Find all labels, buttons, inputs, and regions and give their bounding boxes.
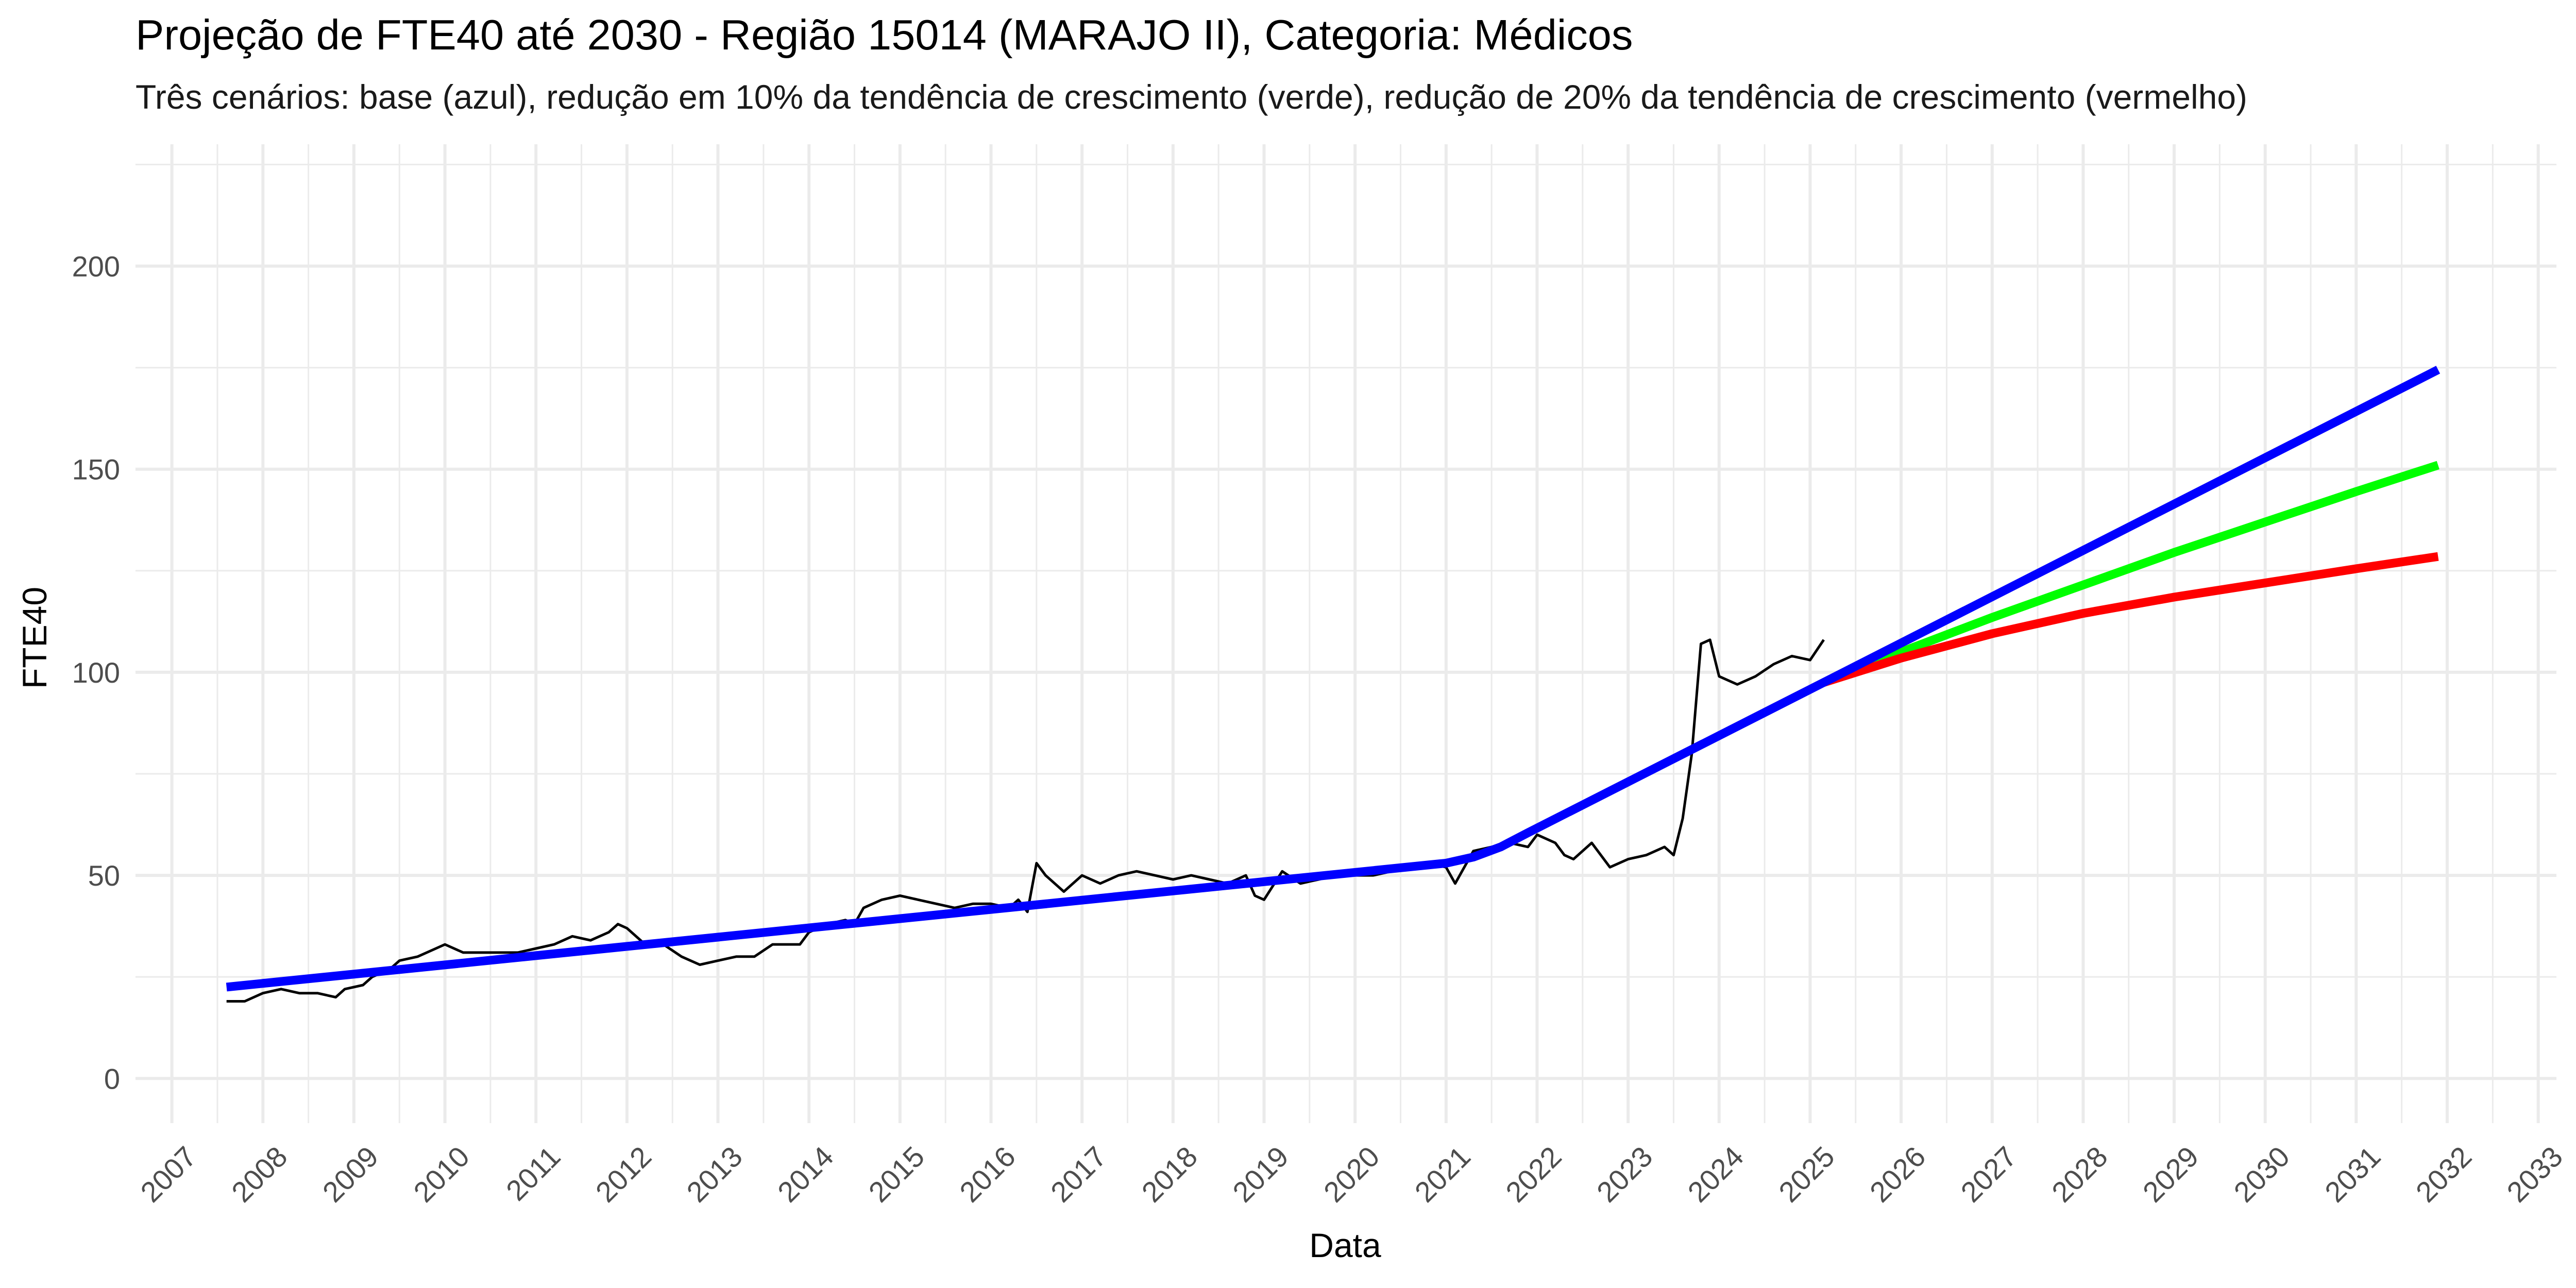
observed-series-line (226, 638, 1825, 1003)
x-tick-label: 2011 (500, 1140, 567, 1207)
x-tick-label: 2013 (680, 1140, 749, 1209)
x-tick-label: 2012 (589, 1140, 658, 1209)
x-tick-label: 2030 (2227, 1140, 2296, 1209)
x-tick-label: 2015 (862, 1140, 931, 1209)
x-tick-label: 2017 (1044, 1140, 1113, 1209)
x-tick-label: 2022 (1499, 1140, 1568, 1209)
series-layer (226, 366, 2441, 1003)
x-tick-label: 2023 (1590, 1140, 1659, 1209)
x-tick-label: 2029 (2137, 1140, 2205, 1209)
y-tick-label: 200 (72, 250, 120, 283)
x-tick-label: 2024 (1681, 1140, 1750, 1209)
x-tick-label: 2021 (1409, 1140, 1477, 1209)
x-tick-label: 2019 (1226, 1140, 1295, 1209)
x-tick-label: 2033 (2500, 1140, 2569, 1209)
x-tick-label: 2025 (1772, 1140, 1841, 1209)
reduction-10-scenario-line (1822, 461, 2439, 687)
x-tick-label: 2028 (2045, 1140, 2114, 1209)
y-axis-title: FTE40 (15, 587, 54, 689)
y-tick-label: 50 (88, 859, 120, 892)
x-tick-label: 2031 (2318, 1140, 2387, 1209)
x-tick-label: 2032 (2410, 1140, 2478, 1209)
reduction-20-scenario-line (1822, 552, 2439, 687)
x-tick-label: 2027 (1954, 1140, 2023, 1209)
y-tick-labels: 0 50 100 150 200 (72, 250, 120, 1095)
y-tick-label: 100 (72, 656, 120, 689)
chart-title: Projeção de FTE40 até 2030 - Região 1501… (135, 11, 1633, 59)
x-tick-labels: 2007 2008 2009 2010 2011 2012 2013 2014 2015 2016… (134, 1140, 2569, 1209)
x-tick-label: 2010 (407, 1140, 476, 1209)
x-axis-title: Data (1309, 1226, 1381, 1264)
chart-subtitle: Três cenários: base (azul), redução em 1… (135, 78, 2247, 116)
y-tick-label: 0 (104, 1062, 120, 1095)
y-tick-label: 150 (72, 453, 120, 486)
grid-layer (135, 144, 2556, 1123)
x-tick-label: 2014 (771, 1140, 840, 1209)
x-tick-label: 2009 (316, 1140, 385, 1209)
x-tick-label: 2020 (1317, 1140, 1386, 1209)
x-tick-label: 2026 (1863, 1140, 1932, 1209)
x-tick-label: 2018 (1136, 1140, 1204, 1209)
base-scenario-line (226, 366, 2441, 992)
x-tick-label: 2007 (134, 1140, 202, 1209)
x-tick-label: 2008 (225, 1140, 294, 1209)
x-tick-label: 2016 (953, 1140, 1022, 1209)
